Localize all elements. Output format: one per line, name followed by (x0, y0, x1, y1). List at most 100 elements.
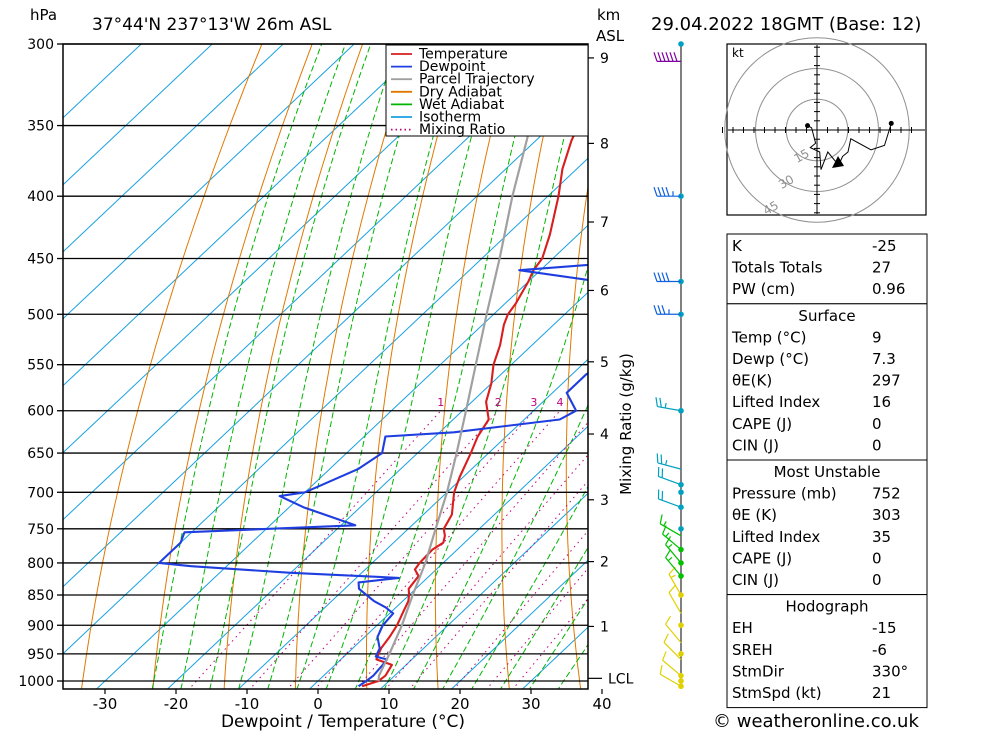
indices-table-row-value: -25 (872, 237, 897, 255)
most-unstable-table-row-value: 35 (872, 528, 891, 546)
asl-label: ASL (596, 27, 625, 45)
wind-barb-shaft (663, 660, 681, 675)
wind-barb-flag (661, 454, 662, 463)
wind-barb (660, 665, 681, 686)
indices-table-row-label: Totals Totals (731, 259, 823, 277)
pressure-axis: 3003504004505005506006507007508008509009… (18, 37, 63, 690)
most-unstable-table-row-label: CAPE (J) (732, 549, 792, 567)
most-unstable-table-row-value: 752 (872, 485, 901, 503)
isotherm-line (0, 7, 393, 706)
pressure-tick-label: 950 (27, 647, 54, 663)
wind-barb-half-flag (666, 533, 669, 537)
dry-adiabat-line (689, 8, 727, 707)
temperature-tick-label: 40 (592, 695, 611, 713)
wind-barb-flag (664, 634, 668, 642)
surface-table-row-value: 7.3 (872, 350, 896, 368)
surface-table-row-label: CIN (J) (732, 436, 779, 454)
most-unstable-table-row-label: Pressure (mb) (732, 485, 837, 503)
datetime-title: 29.04.2022 18GMT (Base: 12) (651, 14, 921, 35)
height-tick-label: 9 (600, 51, 609, 67)
wind-barb-flag (669, 585, 675, 592)
wind-barb-flag (666, 52, 669, 61)
wind-level-dot (678, 651, 684, 657)
temperature-tick-label: -10 (235, 695, 260, 713)
indices-table-row-label: PW (cm) (732, 280, 795, 298)
pressure-tick-label: 600 (27, 404, 54, 420)
hodograph-table-row-value: 21 (872, 684, 891, 702)
pressure-tick-label: 750 (27, 522, 54, 538)
wind-barb (669, 585, 681, 613)
surface-table-row-label: Lifted Index (732, 393, 820, 411)
hodograph-unit: kt (732, 46, 744, 60)
mixing-ratio-label: 1 (437, 396, 444, 409)
wind-barb-flag (666, 616, 671, 624)
wind-barb-flag (654, 305, 657, 314)
temperature-tick-label: -30 (93, 695, 118, 713)
indices-table-row-value: 27 (872, 259, 891, 277)
wind-barb-flag (654, 187, 657, 196)
indices-table-row-label: K (732, 237, 743, 255)
surface-table-row-value: 0 (872, 436, 882, 454)
wind-barb (658, 467, 681, 485)
height-tick-label: 7 (600, 215, 609, 231)
wind-level-dot (678, 678, 684, 684)
wet-adiabat-line (234, 8, 411, 707)
most-unstable-table-row-label: CIN (J) (732, 571, 779, 589)
most-unstable-table-row-value: 303 (872, 506, 901, 524)
wind-barb (663, 651, 681, 675)
height-tick-label: 5 (600, 355, 609, 371)
dry-adiabat-line (79, 8, 277, 707)
wind-barb (654, 187, 681, 196)
wind-barb-shaft (664, 642, 681, 659)
surface-table-row-label: CAPE (J) (732, 415, 792, 433)
wind-level-dot (678, 41, 684, 47)
mixing-ratio-label: 2 (495, 396, 502, 409)
wind-barb-flag (654, 52, 657, 61)
temperature-tick-label: 30 (521, 695, 540, 713)
height-tick-label: 3 (600, 493, 609, 509)
surface-table-row-value: 9 (872, 328, 882, 346)
temperature-tick-label: -20 (164, 695, 189, 713)
wind-barb-half-flag (666, 460, 667, 465)
hodograph-start-dot (805, 123, 810, 128)
most-unstable-table-row-value: 0 (872, 549, 882, 567)
temperature-tick-label: 10 (379, 695, 398, 713)
wind-barb-flag (657, 453, 658, 462)
wind-barb (654, 52, 681, 61)
pressure-tick-label: 1000 (18, 674, 54, 690)
wind-barb-flag (662, 187, 665, 196)
dry-adiabat-line (629, 8, 672, 707)
wind-barb-flag (656, 397, 657, 406)
pressure-tick-label: 850 (27, 588, 54, 604)
surface-table-row-value: 0 (872, 415, 882, 433)
wind-barb-flag (662, 273, 665, 282)
footer-credit: © weatheronline.co.uk (713, 711, 919, 732)
wind-barb-flag (670, 52, 673, 61)
mixing-ratio-line (300, 411, 560, 707)
most-unstable-table-row-label: θE (K) (732, 506, 777, 524)
wind-barb-flag (658, 305, 661, 314)
mixing-ratio-label: 3 (530, 396, 537, 409)
wind-barb-flag (660, 665, 662, 674)
wind-barb (656, 397, 681, 411)
x-axis-label: Dewpoint / Temperature (°C) (221, 712, 465, 732)
pressure-tick-label: 550 (27, 358, 54, 374)
wind-barb-flag (674, 52, 677, 61)
temperature-tick-label: 0 (313, 695, 323, 713)
hodograph-table-row-label: SREH (732, 641, 773, 659)
hodograph-table-title: Hodograph (785, 598, 868, 616)
mixing-ratio-axis-label: Mixing Ratio (g/kg) (617, 353, 635, 495)
dry-adiabat-line (151, 8, 326, 707)
wind-barb-flag (663, 651, 666, 660)
pressure-tick-label: 300 (27, 37, 54, 53)
wind-barb-flag (658, 187, 661, 196)
wind-barb-flag (658, 273, 661, 282)
